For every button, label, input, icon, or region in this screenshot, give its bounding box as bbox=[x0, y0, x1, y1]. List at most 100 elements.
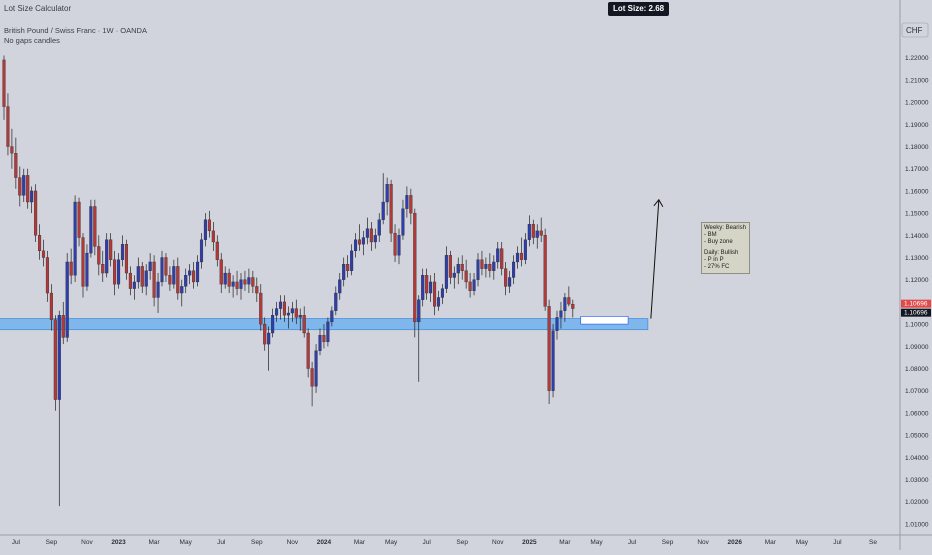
candle-body bbox=[89, 206, 93, 254]
candle-body bbox=[57, 315, 61, 400]
candle bbox=[89, 199, 93, 258]
candle-body bbox=[567, 297, 571, 305]
candle bbox=[271, 308, 275, 338]
candle-body bbox=[140, 266, 144, 287]
candle bbox=[571, 299, 575, 318]
candle bbox=[259, 284, 263, 331]
candle-body bbox=[429, 281, 433, 294]
candle bbox=[286, 306, 290, 329]
daily-line: - 27% FC bbox=[704, 264, 730, 270]
candle bbox=[429, 275, 433, 302]
candle-body bbox=[22, 175, 26, 196]
candle bbox=[484, 257, 488, 278]
candle-body bbox=[417, 299, 421, 323]
candle-body bbox=[168, 275, 172, 285]
x-tick-label: May bbox=[590, 539, 603, 546]
indicator-name[interactable]: Lot Size Calculator bbox=[4, 4, 72, 13]
x-tick-label: 2023 bbox=[111, 539, 126, 546]
y-tick-label: 1.05000 bbox=[905, 433, 929, 440]
candle-body bbox=[251, 277, 255, 287]
candle-body bbox=[6, 106, 10, 147]
candle-body bbox=[18, 177, 22, 196]
candle bbox=[124, 239, 129, 280]
candle-body bbox=[456, 264, 460, 274]
candle-body bbox=[500, 248, 504, 269]
candle bbox=[448, 250, 452, 285]
candle bbox=[53, 315, 57, 411]
candle bbox=[527, 215, 531, 247]
candle bbox=[500, 241, 504, 276]
currency-box[interactable] bbox=[901, 22, 929, 38]
candle-body bbox=[77, 201, 81, 238]
candle bbox=[417, 295, 421, 382]
candle bbox=[346, 255, 350, 278]
candle bbox=[105, 233, 109, 278]
analysis-note[interactable]: Weeky: Bearish - BM - Buy zone Daily: Bu… bbox=[701, 222, 750, 274]
candle bbox=[389, 179, 393, 242]
candle-body bbox=[223, 272, 227, 285]
candle bbox=[381, 173, 385, 225]
entry-box[interactable] bbox=[580, 315, 629, 325]
candle bbox=[168, 266, 172, 291]
y-tick-label: 1.09000 bbox=[905, 344, 929, 351]
candle bbox=[357, 224, 362, 251]
candle-body bbox=[49, 292, 53, 320]
candle-body bbox=[2, 59, 6, 107]
y-tick-label: 1.20000 bbox=[905, 100, 929, 107]
candle-body bbox=[523, 239, 527, 260]
candle bbox=[77, 197, 81, 247]
candle-body bbox=[45, 257, 49, 294]
candle-body bbox=[38, 235, 42, 252]
candle bbox=[160, 250, 164, 287]
candle bbox=[460, 255, 464, 280]
y-tick-label: 1.19000 bbox=[905, 122, 929, 129]
candle-body bbox=[547, 306, 551, 391]
candle-body bbox=[231, 281, 235, 287]
candle bbox=[361, 230, 365, 256]
candle bbox=[148, 253, 152, 280]
y-tick-label: 1.17000 bbox=[905, 166, 929, 173]
candle-body bbox=[14, 153, 18, 178]
candle bbox=[120, 235, 125, 267]
support-zone[interactable] bbox=[0, 318, 649, 331]
candle bbox=[318, 328, 322, 356]
candle-body bbox=[215, 241, 219, 260]
candle bbox=[128, 266, 132, 296]
candle bbox=[365, 217, 369, 245]
candle-body bbox=[61, 315, 65, 338]
candle bbox=[57, 310, 61, 507]
target-arrow-line[interactable] bbox=[650, 199, 660, 319]
candle bbox=[156, 273, 160, 314]
candle-body bbox=[156, 281, 160, 298]
candle-body bbox=[188, 270, 192, 276]
candle-body bbox=[172, 266, 176, 285]
candle-body bbox=[468, 281, 472, 291]
candle bbox=[298, 308, 302, 331]
candle-body bbox=[113, 259, 117, 285]
target-arrow-head bbox=[653, 198, 664, 208]
candle bbox=[353, 233, 358, 258]
candle-body bbox=[436, 297, 441, 307]
candle bbox=[207, 210, 211, 238]
candle-body bbox=[136, 266, 140, 283]
candle bbox=[263, 317, 267, 351]
candle-body bbox=[164, 257, 168, 276]
candle-body bbox=[539, 230, 543, 236]
lot-size-badge: Lot Size: 2.68 bbox=[608, 2, 670, 16]
candle-body bbox=[109, 239, 113, 260]
candle bbox=[203, 213, 208, 247]
x-tick-label: Sep bbox=[46, 539, 58, 546]
price-label-bg bbox=[901, 299, 931, 308]
candle-body bbox=[318, 335, 322, 351]
candle bbox=[93, 199, 97, 256]
candle-body bbox=[219, 259, 223, 285]
candle bbox=[65, 253, 69, 342]
candle-body bbox=[425, 275, 429, 294]
candle-body bbox=[357, 239, 362, 245]
candle-body bbox=[369, 228, 373, 243]
candle bbox=[10, 128, 14, 169]
candle-body bbox=[531, 224, 535, 238]
candle bbox=[531, 219, 535, 245]
